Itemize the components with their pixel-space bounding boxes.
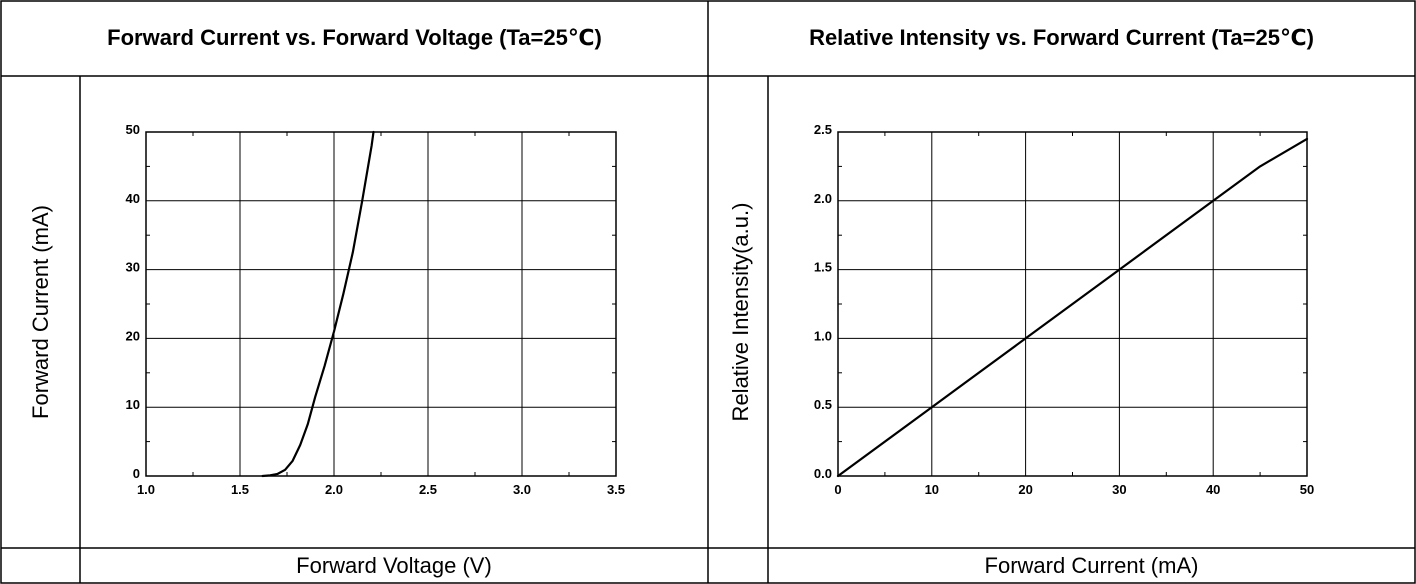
chart-2-x-tick-label: 20 bbox=[1018, 482, 1032, 497]
chart-1-y-tick-label: 0 bbox=[133, 466, 140, 481]
chart-2-x-tick-label: 30 bbox=[1112, 482, 1126, 497]
chart-2-x-tick-label: 10 bbox=[925, 482, 939, 497]
chart-2-series-line bbox=[836, 137, 1309, 478]
chart-1-y-tick-label: 50 bbox=[126, 122, 140, 137]
chart-2-y-tick-label: 0.0 bbox=[814, 466, 832, 481]
chart-1-x-tick-label: 2.0 bbox=[325, 482, 343, 497]
chart-1-y-tick-label: 30 bbox=[126, 260, 140, 275]
chart-2-x-tick-label: 50 bbox=[1300, 482, 1314, 497]
chart-2-y-tick-label: 0.5 bbox=[814, 397, 832, 412]
chart-1-x-tick-label: 2.5 bbox=[419, 482, 437, 497]
chart-1-x-tick-label: 1.5 bbox=[231, 482, 249, 497]
chart-2-x-tick-label: 0 bbox=[834, 482, 841, 497]
chart-1-xlabel: Forward Voltage (V) bbox=[296, 553, 492, 578]
chart-1-x-tick-label: 1.0 bbox=[137, 482, 155, 497]
chart-2-x-tick-label: 40 bbox=[1206, 482, 1220, 497]
chart-1-y-tick-label: 20 bbox=[126, 328, 140, 343]
chart-1-x-tick-label: 3.0 bbox=[513, 482, 531, 497]
chart-2-y-tick-label: 2.5 bbox=[814, 122, 832, 137]
chart-2-y-tick-label: 1.0 bbox=[814, 328, 832, 343]
chart-2-y-tick-label: 2.0 bbox=[814, 191, 832, 206]
chart-2-xlabel: Forward Current (mA) bbox=[984, 553, 1199, 578]
chart-1-y-tick-label: 40 bbox=[126, 191, 140, 206]
chart-1-title: Forward Current vs. Forward Voltage (Ta=… bbox=[107, 25, 602, 50]
chart-1-x-tick-label: 3.5 bbox=[607, 482, 625, 497]
chart-2-y-tick-label: 1.5 bbox=[814, 260, 832, 275]
chart-2-title: Relative Intensity vs. Forward Current (… bbox=[809, 25, 1314, 50]
chart-1-series-line bbox=[261, 130, 375, 478]
chart-1-y-tick-label: 10 bbox=[126, 397, 140, 412]
